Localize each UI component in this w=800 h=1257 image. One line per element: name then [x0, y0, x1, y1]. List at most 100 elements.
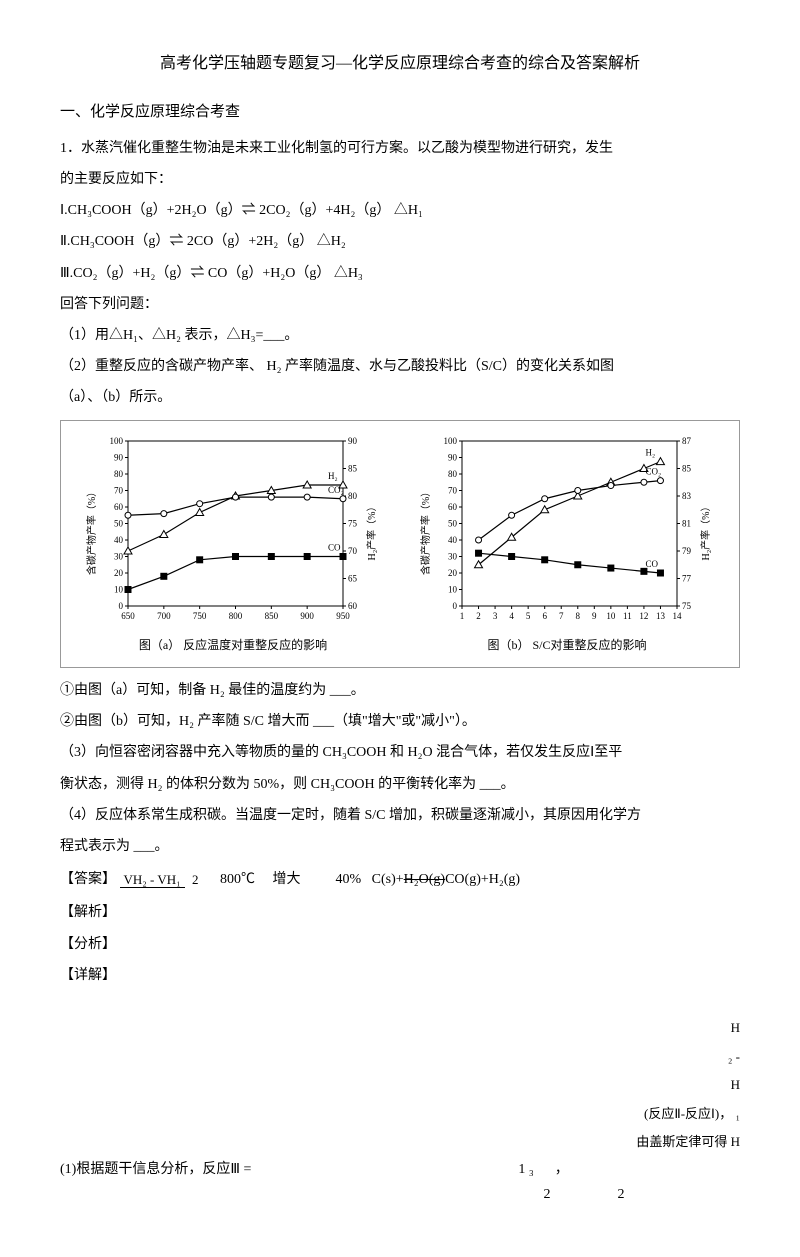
svg-text:900: 900 [300, 611, 314, 621]
svg-text:65: 65 [348, 574, 358, 584]
scatter-3: H [520, 1071, 740, 1100]
answer-5b-strike: H₂O(g) [404, 872, 445, 887]
svg-text:80: 80 [114, 469, 124, 479]
answer-fraction: VH₂ - VH₁ 2 [120, 873, 203, 887]
bottom-r3: ， [555, 1162, 569, 1177]
svg-text:7: 7 [559, 611, 564, 621]
svg-text:CO₂: CO₂ [328, 485, 344, 495]
bottom-line: (1)根据题干信息分析，反应Ⅲ = 1 ₃ ， 2 2 [60, 1157, 740, 1207]
question-2a: （2）重整反应的含碳产物产率、 H₂ 产率随温度、水与乙酸投料比（S/C）的变化… [60, 354, 740, 379]
svg-text:70: 70 [114, 486, 124, 496]
svg-text:800: 800 [229, 611, 243, 621]
svg-text:20: 20 [114, 568, 124, 578]
svg-text:80: 80 [348, 491, 358, 501]
label-jiexi: 【解析】 [60, 900, 740, 925]
bottom-left: (1)根据题干信息分析，反应Ⅲ = [60, 1162, 251, 1177]
svg-text:75: 75 [348, 519, 358, 529]
svg-text:60: 60 [448, 502, 458, 512]
svg-text:77: 77 [682, 574, 692, 584]
svg-text:8: 8 [576, 611, 581, 621]
chart-b-caption: 图（b） S/C对重整反应的影响 [487, 635, 646, 657]
svg-text:50: 50 [448, 519, 458, 529]
chart-a-box: 6507007508008509009500102030405060708090… [71, 431, 395, 657]
equation-3: Ⅲ.CO₂（g）+H₂（g）⇌ CO（g）+H₂O（g） △H₃ [60, 261, 740, 286]
bottom-r4: 2 [618, 1187, 625, 1202]
answer-2: 800℃ [220, 872, 255, 887]
svg-text:60: 60 [114, 502, 124, 512]
answer-5a: C(s)+ [372, 872, 404, 887]
svg-text:700: 700 [157, 611, 171, 621]
svg-text:10: 10 [448, 585, 458, 595]
svg-text:81: 81 [682, 519, 691, 529]
svg-text:30: 30 [448, 552, 458, 562]
label-fenxi: 【分析】 [60, 932, 740, 957]
svg-text:50: 50 [114, 519, 124, 529]
svg-text:79: 79 [682, 546, 692, 556]
section-header: 一、化学反应原理综合考查 [60, 99, 740, 126]
svg-text:100: 100 [444, 436, 458, 446]
q1-intro2: 的主要反应如下： [60, 167, 740, 192]
svg-text:H₂: H₂ [645, 448, 655, 458]
svg-text:85: 85 [682, 464, 692, 474]
svg-text:14: 14 [673, 611, 683, 621]
svg-text:85: 85 [348, 464, 358, 474]
svg-text:650: 650 [121, 611, 135, 621]
svg-text:9: 9 [592, 611, 597, 621]
question-3b: 衡状态，测得 H₂ 的体积分数为 50%，则 CH₃COOH 的平衡转化率为 _… [60, 772, 740, 797]
svg-text:90: 90 [114, 453, 124, 463]
scattered-text-right: H ₂ - H (反应Ⅱ-反应Ⅰ)， ₁ 由盖斯定律可得 H [520, 1014, 740, 1157]
sub-question-1: ①由图（a）可知，制备 H₂ 最佳的温度约为 ___。 [60, 678, 740, 703]
svg-text:H₂产率（%）: H₂产率（%） [699, 502, 712, 561]
page-title: 高考化学压轴题专题复习—化学反应原理综合考查的综合及答案解析 [60, 50, 740, 79]
answer-header: 回答下列问题： [60, 292, 740, 317]
svg-text:10: 10 [606, 611, 616, 621]
scatter-4: (反应Ⅱ-反应Ⅰ)， ₁ [520, 1100, 740, 1129]
frac-numerator: VH₂ - VH₁ [120, 872, 185, 888]
question-1: （1）用△H₁、△H₂ 表示，△H₃=___。 [60, 323, 740, 348]
question-4b: 程式表示为 ___。 [60, 834, 740, 859]
svg-text:950: 950 [336, 611, 350, 621]
svg-text:5: 5 [526, 611, 531, 621]
svg-text:70: 70 [448, 486, 458, 496]
svg-text:83: 83 [682, 491, 692, 501]
svg-text:4: 4 [509, 611, 514, 621]
chart-a-caption: 图（a） 反应温度对重整反应的影响 [139, 635, 327, 657]
svg-text:750: 750 [193, 611, 207, 621]
svg-text:850: 850 [265, 611, 279, 621]
svg-text:80: 80 [448, 469, 458, 479]
svg-text:70: 70 [348, 546, 358, 556]
answer-4: 40% [335, 872, 361, 887]
svg-text:40: 40 [114, 535, 124, 545]
svg-text:100: 100 [110, 436, 124, 446]
q1-intro: 1．水蒸汽催化重整生物油是未来工业化制氢的可行方案。以乙酸为模型物进行研究，发生 [60, 136, 740, 161]
equation-2: Ⅱ.CH₃COOH（g）⇌ 2CO（g）+2H₂（g） △H₂ [60, 229, 740, 254]
svg-text:60: 60 [348, 601, 358, 611]
scatter-2: ₂ - [520, 1043, 740, 1072]
answer-5c: CO(g)+H₂(g) [445, 872, 520, 887]
chart-b: 1234567891011121314010203040506070809010… [417, 431, 717, 631]
svg-text:3: 3 [493, 611, 498, 621]
scatter-1: H [520, 1014, 740, 1043]
svg-text:H₂产率（%）: H₂产率（%） [365, 502, 378, 561]
svg-text:CO: CO [645, 559, 658, 569]
svg-text:12: 12 [639, 611, 648, 621]
frac-denominator: 2 [188, 872, 203, 887]
bottom-r2: 2 [544, 1187, 551, 1202]
svg-text:75: 75 [682, 601, 692, 611]
svg-text:CO: CO [328, 543, 341, 553]
svg-text:87: 87 [682, 436, 692, 446]
chart-a: 6507007508008509009500102030405060708090… [83, 431, 383, 631]
svg-text:含碳产物产率（%）: 含碳产物产率（%） [419, 487, 432, 575]
answer-row: 【答案】 VH₂ - VH₁ 2 800℃ 增大 40% C(s)+H₂O(g)… [60, 867, 740, 892]
svg-text:2: 2 [476, 611, 481, 621]
sub-question-2: ②由图（b）可知，H₂ 产率随 S/C 增大而 ___（填"增大"或"减小"）。 [60, 709, 740, 734]
svg-text:6: 6 [542, 611, 547, 621]
svg-text:H₂: H₂ [328, 471, 338, 481]
svg-text:含碳产物产率（%）: 含碳产物产率（%） [85, 487, 98, 575]
question-4a: （4）反应体系常生成积碳。当温度一定时，随着 S/C 增加，积碳量逐渐减小，其原… [60, 803, 740, 828]
svg-text:CO₂: CO₂ [645, 467, 661, 477]
equation-1: Ⅰ.CH₃COOH（g）+2H₂O（g）⇌ 2CO₂（g）+4H₂（g） △H₁ [60, 198, 740, 223]
label-xiangjie: 【详解】 [60, 963, 740, 988]
svg-text:10: 10 [114, 585, 124, 595]
figure-container: 6507007508008509009500102030405060708090… [60, 420, 740, 668]
